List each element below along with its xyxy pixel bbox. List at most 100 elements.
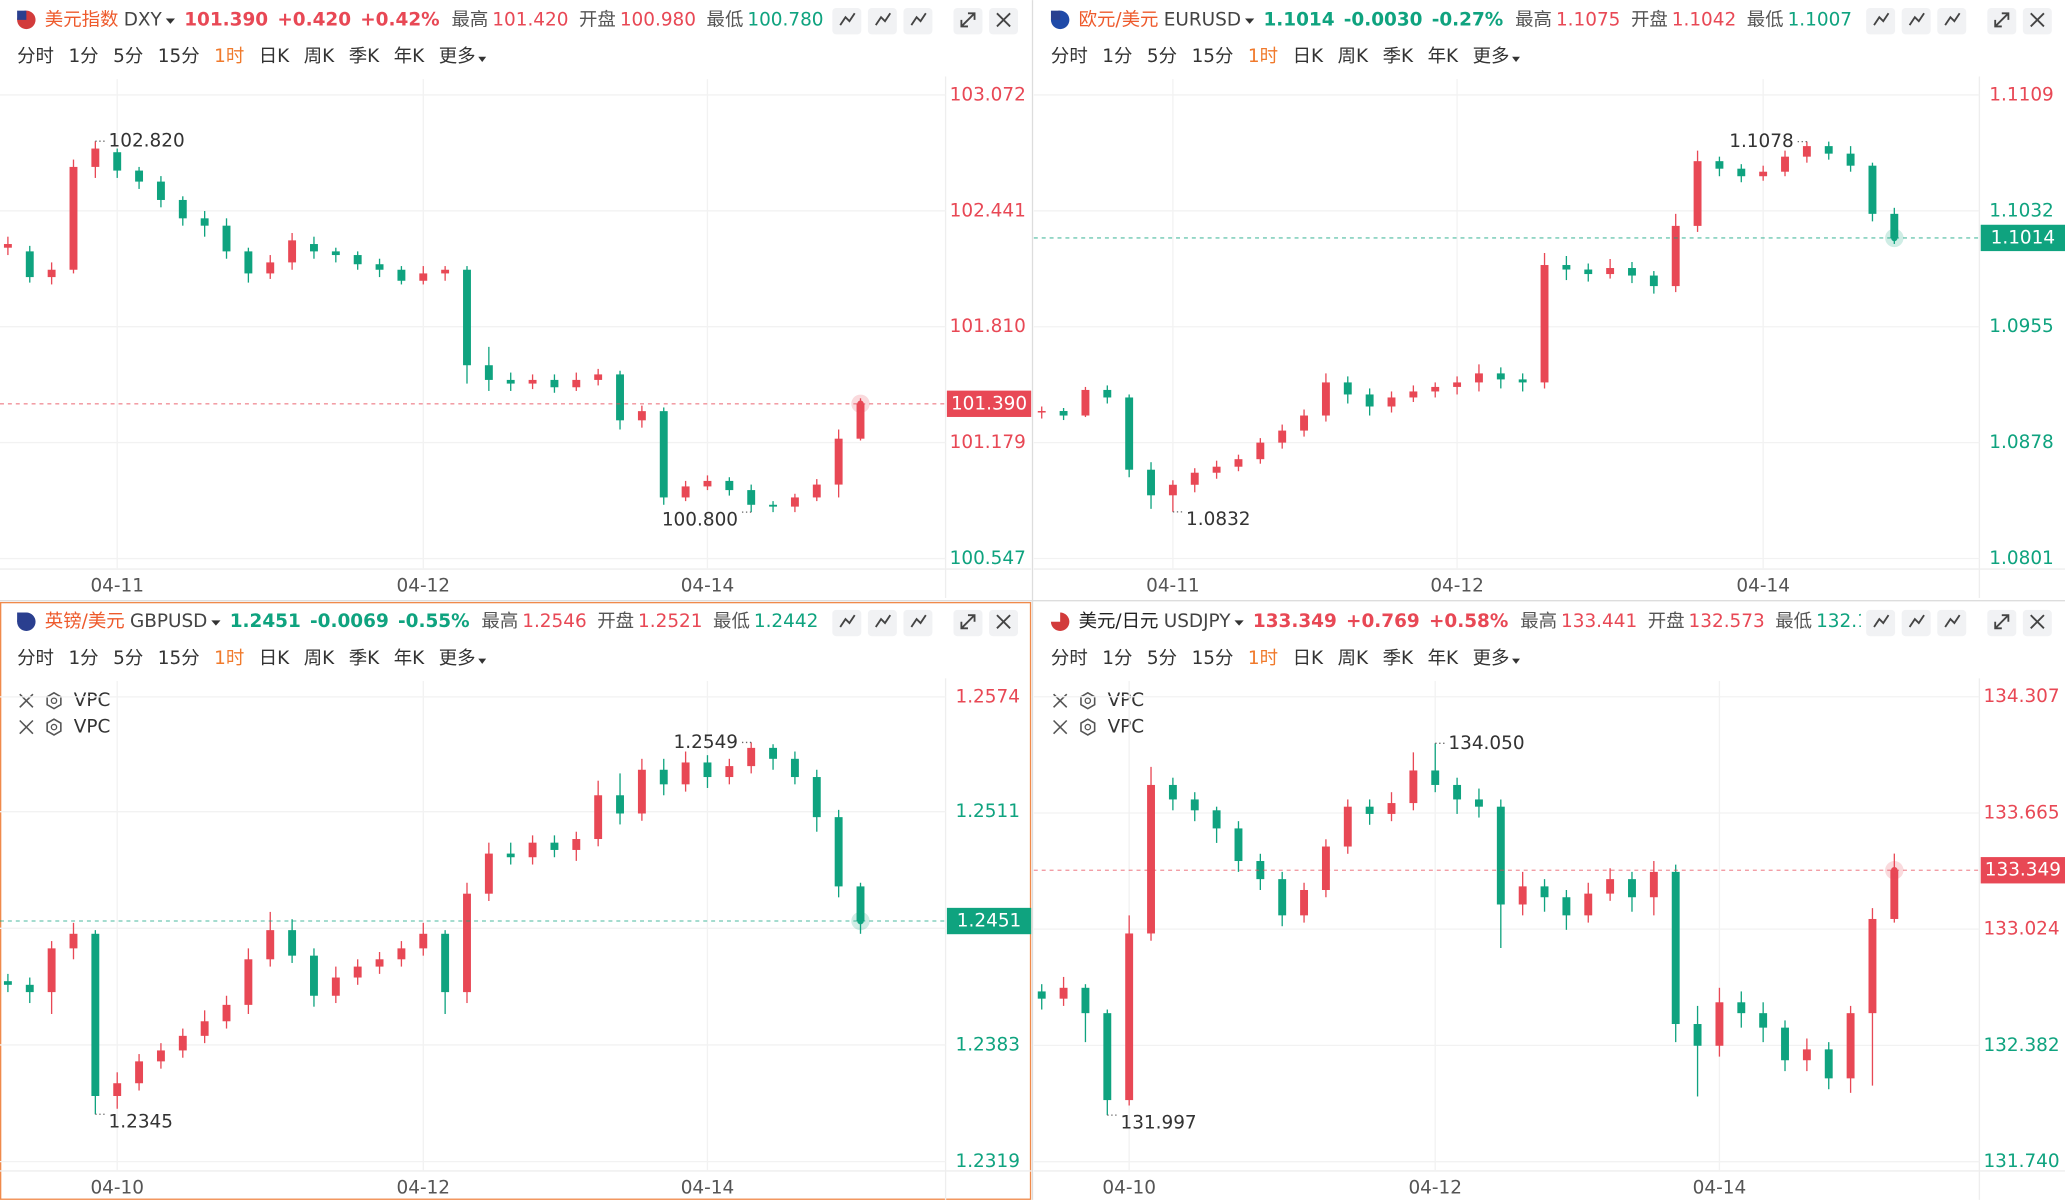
period-tab[interactable]: 季K [349, 648, 380, 669]
x-tick-label: 04-10 [90, 1178, 144, 1199]
period-tab[interactable]: 周K [1338, 46, 1369, 67]
tool-button[interactable] [953, 609, 983, 637]
candle-body [506, 853, 515, 858]
period-tab[interactable]: 1时 [214, 46, 244, 67]
chart-panel: 美元/日元 USDJPY 133.349 +0.769 +0.58% 最高 133.441 开… [1033, 609, 2065, 1200]
period-tab[interactable]: 年K [1428, 46, 1459, 67]
y-tick-label: 100.547 [950, 548, 1026, 569]
period-tab[interactable]: 季K [349, 46, 380, 67]
tool-button[interactable] [1901, 609, 1931, 637]
period-tab[interactable]: 更多 [1473, 46, 1510, 67]
period-tab[interactable]: 分时 [1051, 46, 1088, 67]
tool-button[interactable] [953, 8, 983, 35]
indicator-close[interactable] [19, 719, 34, 735]
period-tab[interactable]: 更多 [439, 46, 476, 67]
candle-body [1168, 784, 1177, 800]
stat-label: 开盘 [1631, 9, 1668, 30]
indicator-settings [50, 697, 58, 705]
candle-body [1868, 165, 1877, 214]
tool-button[interactable] [903, 8, 933, 35]
period-tab[interactable]: 周K [304, 46, 335, 67]
tool-button[interactable] [867, 8, 897, 35]
tool-button[interactable] [1866, 8, 1896, 35]
tool-button[interactable] [903, 609, 933, 637]
candle-body [69, 166, 78, 270]
period-tab[interactable]: 15分 [1192, 46, 1234, 67]
period-tab[interactable]: 季K [1383, 46, 1414, 67]
period-tab[interactable]: 日K [1293, 46, 1324, 67]
candle-body [790, 758, 799, 778]
stat-label: 最高 [481, 611, 518, 632]
y-tick-label: 1.0955 [1989, 316, 2053, 337]
candle-body [47, 948, 56, 993]
candle-body [1540, 265, 1549, 383]
candle-body [659, 769, 668, 785]
period-tab[interactable]: 分时 [1051, 648, 1088, 669]
dropdown-arrow [165, 18, 175, 24]
period-tab[interactable]: 1时 [214, 648, 244, 669]
period-tab[interactable]: 年K [394, 46, 425, 67]
tool-button[interactable] [989, 609, 1019, 637]
period-tab[interactable]: 周K [304, 648, 335, 669]
candle-body [244, 251, 253, 274]
candle-body [1168, 484, 1177, 496]
candle-body [266, 930, 275, 960]
period-tab[interactable]: 5分 [1147, 648, 1177, 669]
tool-button[interactable] [2022, 8, 2052, 35]
candle-body [1649, 871, 1658, 898]
period-tab[interactable]: 更多 [1473, 648, 1510, 669]
tool-button[interactable] [832, 8, 862, 35]
tool-button[interactable] [1937, 8, 1967, 35]
tool-button[interactable] [1987, 609, 2017, 637]
stat-label: 开盘 [1648, 611, 1685, 632]
stat-label: 最低 [707, 9, 744, 30]
period-tab[interactable]: 5分 [1147, 46, 1177, 67]
tool-button[interactable] [832, 609, 862, 637]
period-tab[interactable]: 15分 [158, 648, 200, 669]
candle-body [1125, 933, 1134, 1101]
period-tab[interactable]: 日K [259, 46, 290, 67]
y-tick-label: 1.0878 [1989, 432, 2053, 453]
candle-body [463, 893, 471, 993]
indicator-settings[interactable] [46, 718, 62, 736]
tool-button[interactable] [867, 609, 897, 637]
period-tab[interactable]: 年K [394, 648, 425, 669]
period-tab[interactable]: 1分 [68, 648, 98, 669]
period-tab[interactable]: 1分 [68, 46, 98, 67]
period-tab[interactable]: 1时 [1248, 648, 1278, 669]
period-tab[interactable]: 1分 [1102, 648, 1132, 669]
y-tick-label: 134.307 [1983, 686, 2059, 707]
stat-value: 1.2442 [754, 611, 818, 632]
candle-body [1890, 213, 1899, 238]
tool-icon [1994, 614, 2010, 630]
period-tab[interactable]: 5分 [113, 648, 143, 669]
period-tab[interactable]: 15分 [158, 46, 200, 67]
candle-body [572, 379, 581, 388]
period-tab[interactable]: 周K [1338, 648, 1369, 669]
tool-button[interactable] [989, 8, 1019, 35]
indicator-settings[interactable] [1080, 718, 1096, 736]
period-tab[interactable]: 分时 [17, 648, 54, 669]
period-tab[interactable]: 1分 [1102, 46, 1132, 67]
indicator-close[interactable] [1053, 719, 1068, 735]
period-tab[interactable]: 日K [259, 648, 290, 669]
tool-button[interactable] [1937, 609, 1967, 637]
period-tab[interactable]: 更多 [439, 648, 476, 669]
candle-body [725, 480, 734, 491]
tool-button[interactable] [2022, 609, 2052, 637]
period-tab[interactable]: 季K [1383, 648, 1414, 669]
tool-button[interactable] [1901, 8, 1931, 35]
candle-body [1431, 386, 1440, 392]
tool-button[interactable] [1866, 609, 1896, 637]
candle-body [484, 365, 493, 380]
y-tick-label: 1.2319 [955, 1151, 1019, 1172]
period-tab[interactable]: 日K [1293, 648, 1324, 669]
tool-button[interactable] [1987, 8, 2017, 35]
candle-body [441, 269, 450, 274]
period-tab[interactable]: 1时 [1248, 46, 1278, 67]
period-tab[interactable]: 分时 [17, 46, 54, 67]
period-tab[interactable]: 15分 [1192, 648, 1234, 669]
period-tab[interactable]: 年K [1428, 648, 1459, 669]
period-tab[interactable]: 5分 [113, 46, 143, 67]
candle-body [1212, 810, 1221, 829]
